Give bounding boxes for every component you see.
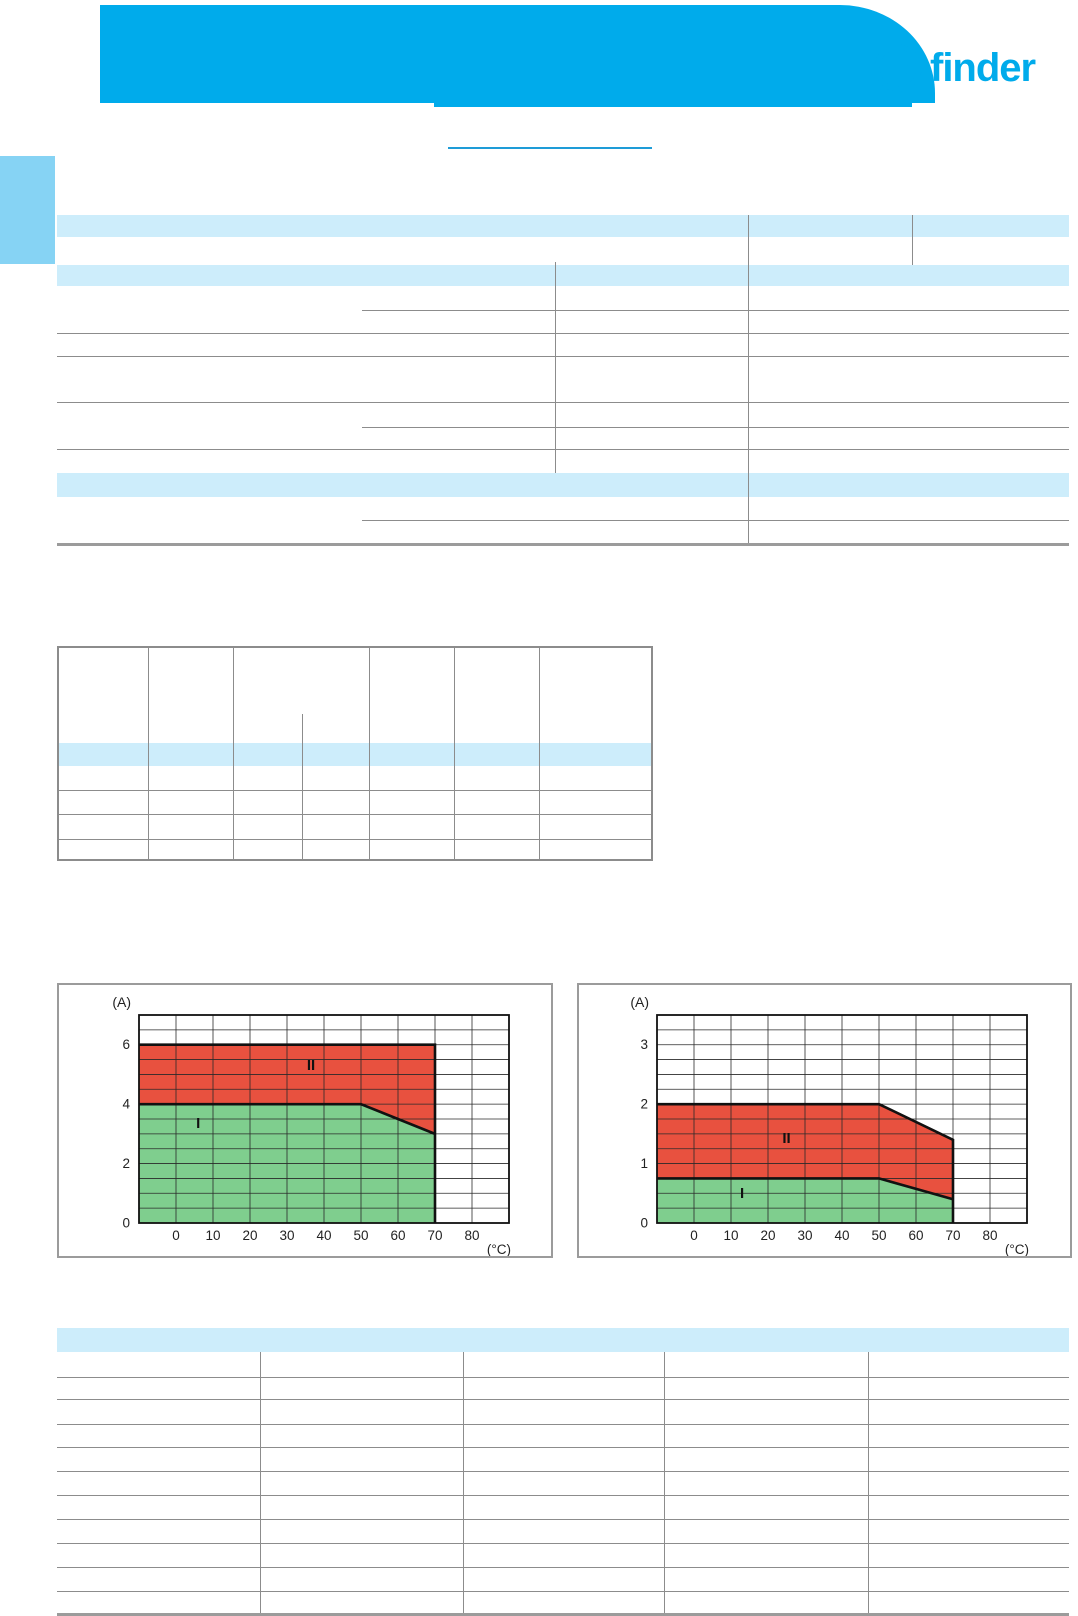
table2-row-divider [59,790,651,791]
table1-section-header-band-3 [57,473,1069,497]
table2-column-divider [233,648,234,859]
table1-row-divider [57,356,1069,357]
svg-text:40: 40 [834,1228,849,1243]
finder-logo-text: finder [930,46,1036,90]
svg-text:0: 0 [690,1228,698,1243]
table3-row-divider [57,1543,1069,1544]
table1-column-divider-mid [555,262,556,473]
table2-column-divider [148,648,149,859]
svg-text:1: 1 [640,1156,648,1171]
spec-table-2 [57,646,653,861]
svg-text:50: 50 [871,1228,886,1243]
svg-text:20: 20 [242,1228,257,1243]
svg-text:0: 0 [640,1216,648,1231]
svg-text:10: 10 [723,1228,738,1243]
svg-text:10: 10 [205,1228,220,1243]
table1-column-divider-main [748,215,749,545]
svg-text:2: 2 [640,1097,648,1112]
header-banner-step [434,103,912,107]
table2-column-divider [539,648,540,859]
svg-text:50: 50 [353,1228,368,1243]
table3-header-band [57,1328,1069,1352]
table1-section-header-band-2 [57,265,1069,286]
table2-subcolumn-divider [302,714,303,859]
svg-text:(A): (A) [630,994,649,1010]
table3-column-divider [868,1352,869,1613]
table3-row-divider [57,1519,1069,1520]
table1-subrow-divider [362,427,1069,428]
svg-text:30: 30 [797,1228,812,1243]
svg-text:70: 70 [945,1228,960,1243]
derating-chart-1: 0 10 20 30 40 50 60 70 80 0 2 4 6 (A) (°C) II I [57,983,553,1258]
table1-bottom-border [57,543,1069,546]
svg-text:(A): (A) [112,994,131,1010]
svg-text:80: 80 [464,1228,479,1243]
svg-text:60: 60 [390,1228,405,1243]
table3-column-divider [463,1352,464,1613]
table1-column-divider-top [912,215,913,265]
svg-text:II: II [307,1057,315,1074]
svg-text:30: 30 [279,1228,294,1243]
svg-text:40: 40 [316,1228,331,1243]
svg-text:I: I [740,1185,744,1202]
finder-logo-emblem-icon [874,44,922,92]
table2-header-band [59,743,651,766]
table3-row-divider [57,1447,1069,1448]
svg-text:0: 0 [172,1228,180,1243]
spec-table-1 [57,215,1069,546]
table3-column-divider [664,1352,665,1613]
svg-text:I: I [196,1115,200,1132]
table2-row-divider [59,814,651,815]
svg-text:0: 0 [122,1216,130,1231]
svg-text:(°C): (°C) [487,1242,511,1256]
table3-bottom-border [57,1613,1069,1616]
table2-column-divider [369,648,370,859]
table1-row-divider [57,402,1069,403]
finder-logo: finder [872,40,1047,96]
derating-chart-2: 0 10 20 30 40 50 60 70 80 0 1 2 3 (A) (°C) II I [577,983,1072,1258]
svg-text:70: 70 [427,1228,442,1243]
svg-text:II: II [782,1130,790,1147]
table2-column-divider [454,648,455,859]
table3-row-divider [57,1471,1069,1472]
table3-row-divider [57,1567,1069,1568]
table1-section-header-band-1 [57,215,1069,237]
table1-subrow-divider [362,310,1069,311]
table3-row-divider [57,1424,1069,1425]
svg-text:60: 60 [908,1228,923,1243]
table2-row-divider [59,839,651,840]
spec-table-3 [57,1328,1069,1616]
svg-text:4: 4 [122,1097,130,1112]
svg-text:6: 6 [122,1037,130,1052]
table3-row-divider [57,1591,1069,1592]
svg-text:2: 2 [122,1156,130,1171]
svg-text:20: 20 [760,1228,775,1243]
table3-column-divider [260,1352,261,1613]
table3-row-divider [57,1399,1069,1400]
table3-row-divider [57,1377,1069,1378]
table1-row-divider [57,449,1069,450]
svg-text:(°C): (°C) [1005,1242,1029,1256]
svg-text:3: 3 [640,1037,648,1052]
svg-text:80: 80 [982,1228,997,1243]
table3-row-divider [57,1495,1069,1496]
header-banner [100,5,935,103]
table1-row-divider [57,333,1069,334]
table1-subrow-divider [362,520,1069,521]
side-tab [0,156,55,264]
link-underline[interactable] [448,147,652,149]
